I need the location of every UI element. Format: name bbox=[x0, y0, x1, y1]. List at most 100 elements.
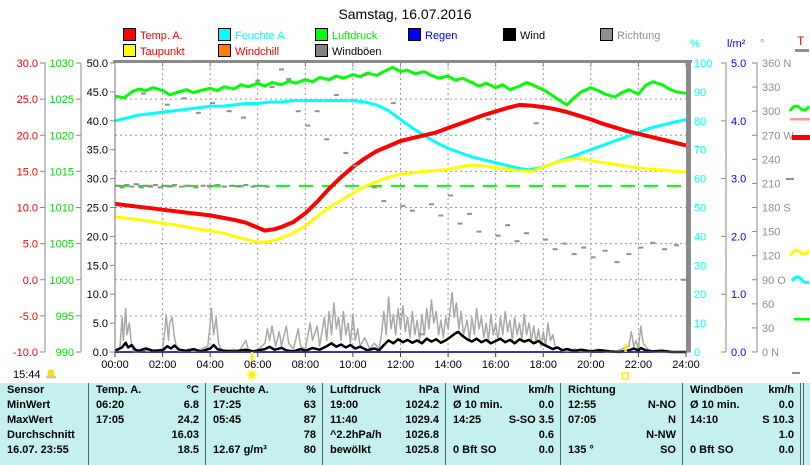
legend-swatch-icon bbox=[315, 28, 328, 41]
status-time-text: 15:44 bbox=[13, 369, 41, 381]
svg-text:1.0: 1.0 bbox=[731, 289, 746, 301]
svg-text:50.0: 50.0 bbox=[87, 58, 108, 70]
next-panel-preview: T bbox=[786, 34, 810, 374]
status-time: 15:44 bbox=[13, 368, 59, 381]
sunset-marker bbox=[621, 344, 630, 380]
table-cell: 17:25 63 bbox=[213, 399, 316, 411]
table-cell: 07:05 N bbox=[568, 414, 676, 426]
table-cell: 11:40 1029.4 bbox=[330, 414, 439, 426]
x-tick-label: 22:00 bbox=[625, 359, 653, 371]
table-cell: 0 Bft SO 0.0 bbox=[453, 444, 554, 456]
table-cell: N-NW bbox=[646, 429, 676, 441]
svg-text:60: 60 bbox=[694, 174, 706, 186]
table-cell: 135 ° SO bbox=[568, 444, 676, 456]
legend-swatch-icon bbox=[503, 28, 516, 41]
svg-text:150: 150 bbox=[762, 227, 780, 239]
table-cell: 12:55 N-NO bbox=[568, 399, 676, 411]
svg-text:15.0: 15.0 bbox=[17, 166, 38, 178]
svg-text:20.0: 20.0 bbox=[17, 130, 38, 142]
svg-text:300: 300 bbox=[762, 106, 780, 118]
svg-text:25.0: 25.0 bbox=[17, 94, 38, 106]
x-tick-label: 02:00 bbox=[149, 359, 177, 371]
axis-rain-right: 0.0 1.0 2.0 3.0 4.0 5.0 bbox=[721, 58, 746, 359]
series-taupunkt bbox=[114, 156, 687, 244]
svg-text:30.0: 30.0 bbox=[87, 174, 108, 186]
svg-text:5.0: 5.0 bbox=[731, 58, 746, 70]
svg-text:995: 995 bbox=[56, 311, 74, 323]
svg-text:10.0: 10.0 bbox=[87, 289, 108, 301]
table-cell: 19:00 1024.2 bbox=[330, 399, 439, 411]
svg-text:0.0: 0.0 bbox=[93, 347, 108, 359]
table-cell: 06:20 6.8 bbox=[96, 399, 199, 411]
table-cell: 14:10 S 10.3 bbox=[690, 414, 794, 426]
table-column-luftdruck: Luftdruck hPa 19:00 1024.2 11:40 1029.4 ^2.2hP… bbox=[322, 383, 445, 465]
legend-item-richtung: Richtung bbox=[600, 28, 660, 42]
x-tick-label: 00:00 bbox=[101, 359, 129, 371]
svg-text:1000: 1000 bbox=[50, 275, 74, 287]
svg-text:5.0: 5.0 bbox=[23, 239, 38, 251]
svg-text:80: 80 bbox=[694, 116, 706, 128]
svg-text:360 N: 360 N bbox=[762, 58, 791, 70]
table-cell: 0 Bft SO 0.0 bbox=[690, 444, 794, 456]
x-tick-label: 20:00 bbox=[577, 359, 605, 371]
table-header-cell: Temp. A. °C bbox=[96, 384, 199, 396]
svg-text:990: 990 bbox=[56, 347, 74, 359]
svg-text:30: 30 bbox=[694, 260, 706, 272]
table-row-label: 16.07. 23:55 bbox=[7, 444, 69, 456]
svg-text:2.0: 2.0 bbox=[731, 231, 746, 243]
table-cell: 14:25 S-SO 3.5 bbox=[453, 414, 554, 426]
table-cell: ^2.2hPa/h 1026.8 bbox=[330, 429, 439, 441]
x-tick-label: 10:00 bbox=[339, 359, 367, 371]
svg-text:45.0: 45.0 bbox=[87, 87, 108, 99]
svg-text:60: 60 bbox=[762, 299, 774, 311]
page-title: Samstag, 16.07.2016 bbox=[338, 6, 472, 22]
svg-text:35.0: 35.0 bbox=[87, 145, 108, 157]
table-cell: Ø 10 min. 0.0 bbox=[453, 399, 554, 411]
legend-swatch-icon bbox=[600, 28, 613, 41]
table-cell: 16.03 bbox=[171, 429, 199, 441]
table-column-richtung: Richtung 12:55 N-NO 07:05 N N-NW 135 ° SO bbox=[560, 383, 682, 465]
svg-text:0: 0 bbox=[694, 347, 700, 359]
svg-text:90 O: 90 O bbox=[762, 275, 786, 287]
svg-text:1025: 1025 bbox=[50, 94, 74, 106]
legend-item-luftdruck: Luftdruck bbox=[315, 28, 377, 42]
svg-text:50: 50 bbox=[694, 203, 706, 215]
stats-table: Sensor MinWert MaxWert Durchschnitt 16.07. 2… bbox=[0, 383, 810, 465]
legend-item-regen: Regen bbox=[408, 28, 457, 42]
table-row-label: MaxWert bbox=[7, 414, 53, 426]
table-column-temp-a-: Temp. A. °C 06:20 6.8 17:05 24.2 16.03 18.5 bbox=[88, 383, 205, 465]
table-cell: 1.0 bbox=[778, 429, 794, 441]
svg-text:330: 330 bbox=[762, 82, 780, 94]
axis-C-left: -10.0 -5.0 0.0 5.0 10.0 15.0 20.0 25.0 30.0 bbox=[13, 58, 46, 359]
table-cell: 05:45 87 bbox=[213, 414, 316, 426]
weather-symbol-icon bbox=[45, 369, 56, 379]
svg-text:-5.0: -5.0 bbox=[19, 311, 38, 323]
svg-text:210: 210 bbox=[762, 178, 780, 190]
svg-text:3.0: 3.0 bbox=[731, 174, 746, 186]
x-tick-label: 14:00 bbox=[434, 359, 462, 371]
svg-text:0.0: 0.0 bbox=[23, 275, 38, 287]
svg-text:40.0: 40.0 bbox=[87, 116, 108, 128]
table-column-windb-en: Windböen km/h Ø 10 min. 0.0 14:10 S 10.3 1.0 0 … bbox=[682, 383, 800, 465]
svg-text:70: 70 bbox=[694, 145, 706, 157]
unit-label-lm: l/m² bbox=[727, 38, 746, 50]
table-row-label: Durchschnitt bbox=[7, 429, 75, 441]
table-header-cell: Sensor bbox=[7, 384, 45, 396]
axis-hPa-left: 990 995 1000 1005 1010 1015 1020 1025 1030 bbox=[50, 58, 82, 359]
legend-item-windchill: Windchill bbox=[218, 44, 279, 58]
svg-text:5.0: 5.0 bbox=[93, 318, 108, 330]
axis-kmh-left: 0.0 5.0 10.0 15.0 20.0 25.0 30.0 35.0 40.0 45.0 50… bbox=[87, 58, 115, 359]
svg-text:1010: 1010 bbox=[50, 203, 74, 215]
svg-text:0.0: 0.0 bbox=[731, 347, 746, 359]
series-windb-en bbox=[114, 291, 686, 353]
table-cell: 78 bbox=[303, 429, 316, 441]
legend-item-taupunkt: Taupunkt bbox=[123, 44, 185, 58]
axis-degrees-right: 0 N 30 60 90 O 120 150 180 S 210 240 270 W 300 330 3… bbox=[752, 58, 794, 359]
axis-percent-right: 0 10 20 30 40 50 60 70 80 90 100 bbox=[686, 58, 712, 359]
svg-text:10: 10 bbox=[694, 318, 706, 330]
svg-text:0 N: 0 N bbox=[762, 347, 779, 359]
svg-text:40: 40 bbox=[694, 231, 706, 243]
series-feuchte-a- bbox=[114, 99, 687, 172]
svg-text:25.0: 25.0 bbox=[87, 203, 108, 215]
